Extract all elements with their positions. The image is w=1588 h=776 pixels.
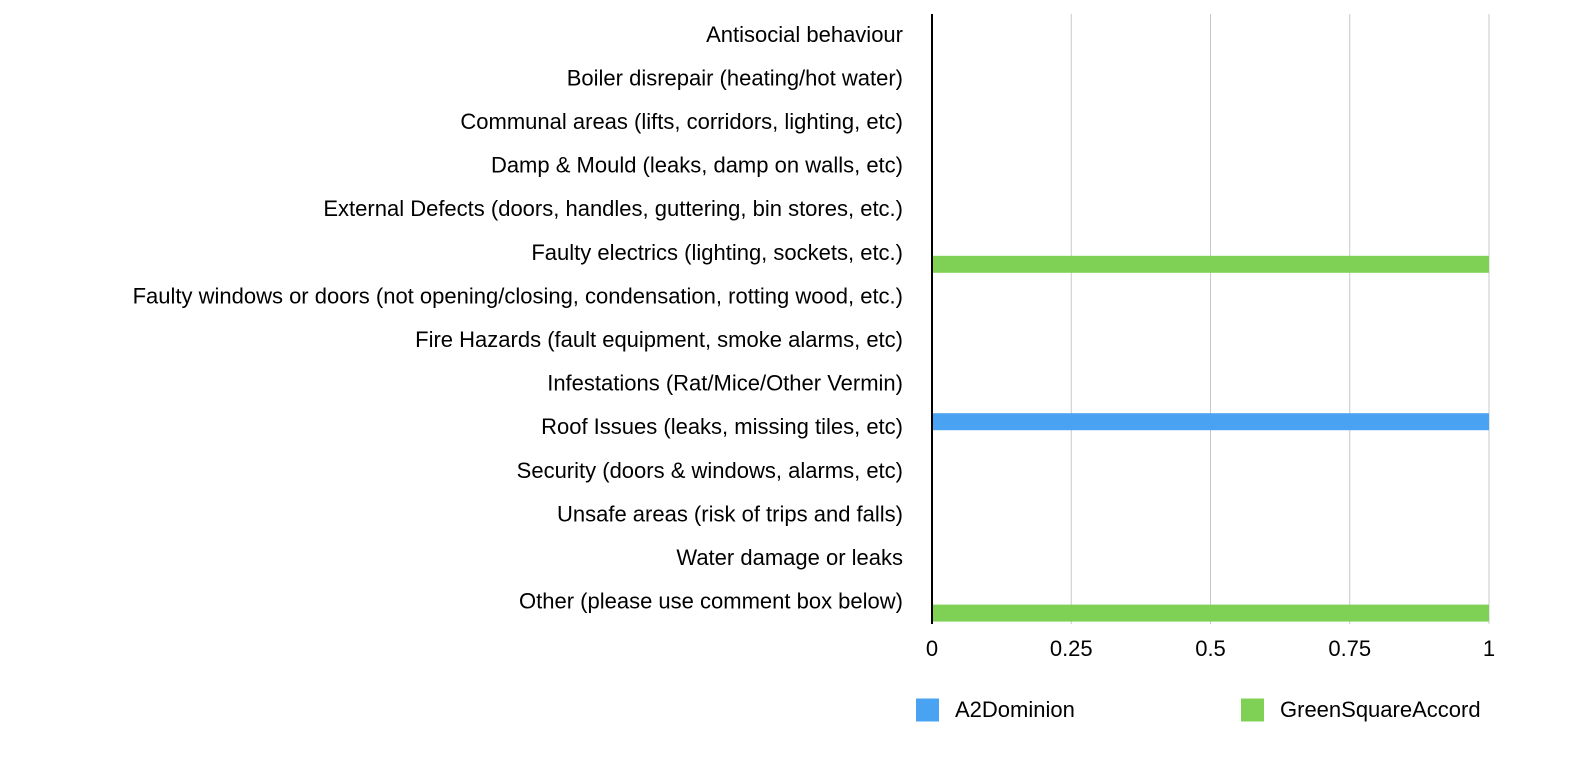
category-label: Boiler disrepair (heating/hot water) [567,65,903,90]
x-tick-label: 1 [1483,636,1495,661]
x-tick-label: 0.25 [1050,636,1093,661]
category-label: Unsafe areas (risk of trips and falls) [557,501,903,526]
category-label: Faulty windows or doors (not opening/clo… [133,283,903,308]
bar-greensquareaccord [932,255,1489,273]
category-label: Communal areas (lifts, corridors, lighti… [460,109,903,134]
x-tick-label: 0 [926,636,938,661]
legend-swatch [1241,698,1264,722]
x-tick-label: 0.75 [1328,636,1371,661]
category-label: Security (doors & windows, alarms, etc) [517,458,903,483]
category-label: Infestations (Rat/Mice/Other Vermin) [547,371,903,396]
category-label: Water damage or leaks [676,545,903,570]
legend: A2Dominion GreenSquareAccord [916,697,1481,722]
category-label: External Defects (doors, handles, gutter… [323,196,903,221]
x-tick-label: 0.5 [1195,636,1226,661]
bars [932,255,1489,622]
category-label: Other (please use comment box below) [519,589,903,614]
category-label: Roof Issues (leaks, missing tiles, etc) [541,414,903,439]
category-labels: Antisocial behaviour Boiler disrepair (he… [133,22,903,614]
legend-label: A2Dominion [955,697,1075,722]
category-label: Faulty electrics (lighting, sockets, etc… [531,240,903,265]
bar-a2dominion [932,413,1489,431]
legend-label: GreenSquareAccord [1280,697,1481,722]
category-label: Antisocial behaviour [706,22,903,47]
x-axis-ticks: 0 0.25 0.5 0.75 1 [926,636,1495,661]
legend-swatch [916,698,939,722]
gridlines [1070,14,1490,624]
bar-greensquareaccord [932,604,1489,622]
category-label: Fire Hazards (fault equipment, smoke ala… [415,327,903,352]
category-label: Damp & Mould (leaks, damp on walls, etc) [491,153,903,178]
